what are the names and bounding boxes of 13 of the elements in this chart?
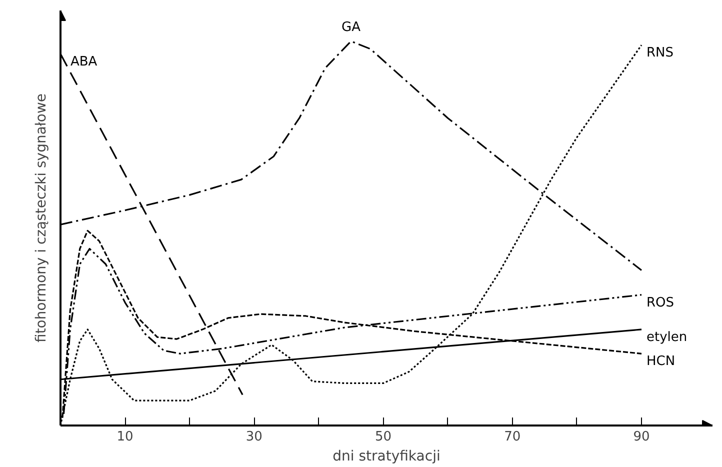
x-tick-label: 70: [504, 430, 521, 444]
x-axis-title: dni stratyfikacji: [332, 448, 440, 464]
x-tick-label: 90: [633, 430, 650, 444]
series-label: etylen: [646, 330, 688, 345]
series-label: GA: [342, 20, 361, 36]
series-label: HCN: [646, 354, 676, 370]
x-tick-label: 10: [116, 430, 134, 444]
series-label: ABA: [70, 54, 98, 70]
x-tick-label: 50: [375, 430, 392, 444]
y-axis-title: fitohormony i cząsteczki sygnałowe: [34, 93, 50, 343]
x-tick-label: 30: [246, 430, 262, 444]
series-label: RNS: [646, 46, 674, 61]
series-label: ROS: [646, 295, 674, 310]
